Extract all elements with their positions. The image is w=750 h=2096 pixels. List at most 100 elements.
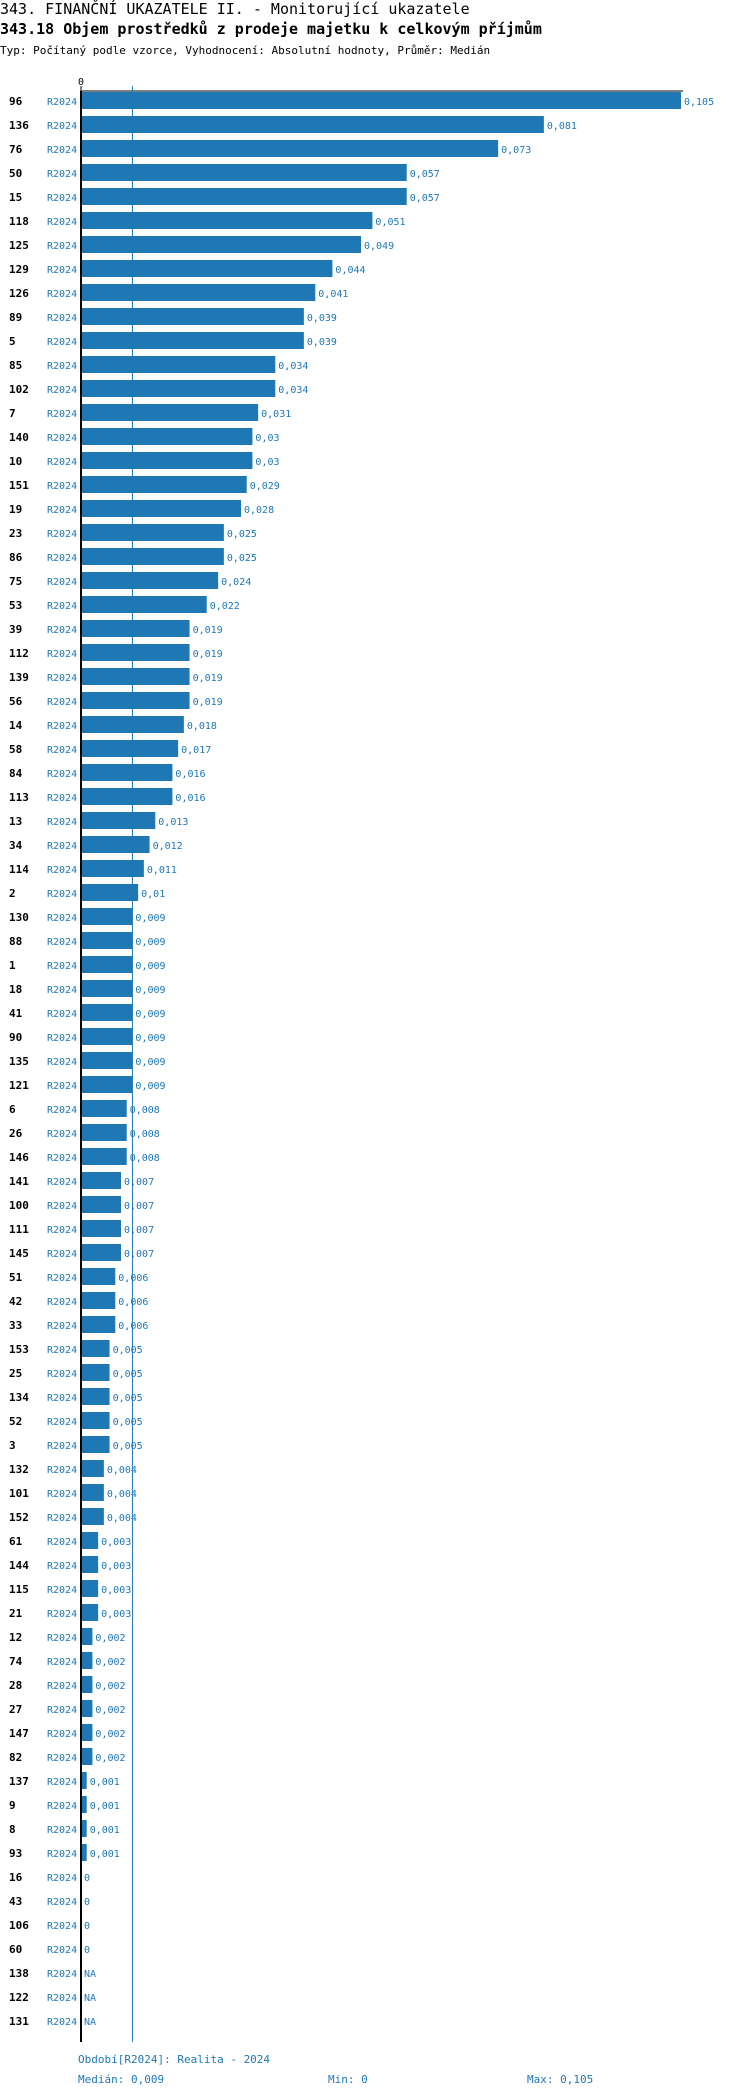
series-label: R2024 — [47, 985, 77, 996]
bar — [81, 1196, 121, 1213]
bar — [81, 860, 144, 877]
bar — [81, 836, 150, 853]
bar — [81, 1532, 99, 1549]
series-label: R2024 — [47, 1537, 77, 1548]
bar-value-label: 0,002 — [95, 1705, 125, 1716]
bar — [81, 1100, 127, 1117]
series-label: R2024 — [47, 649, 77, 660]
bar — [81, 188, 407, 205]
row-id-label: 56 — [9, 695, 23, 708]
series-label: R2024 — [47, 217, 77, 228]
series-label: R2024 — [47, 1273, 77, 1284]
bar-value-label: 0,005 — [113, 1417, 143, 1428]
bar-value-label: 0,039 — [307, 313, 337, 324]
series-label: R2024 — [47, 97, 77, 108]
bar — [81, 1748, 93, 1765]
series-label: R2024 — [47, 601, 77, 612]
series-label: R2024 — [47, 721, 77, 732]
series-label: R2024 — [47, 1105, 77, 1116]
bar — [81, 1676, 93, 1693]
bar — [81, 404, 259, 421]
row-id-label: 96 — [9, 95, 23, 108]
series-label: R2024 — [47, 1897, 77, 1908]
series-label: R2024 — [47, 1513, 77, 1524]
series-label: R2024 — [47, 1393, 77, 1404]
row-id-label: 75 — [9, 575, 22, 588]
row-id-label: 14 — [9, 719, 23, 732]
bar-value-label: 0,006 — [118, 1297, 148, 1308]
row-id-label: 121 — [9, 1079, 29, 1092]
bar — [81, 932, 133, 949]
bar-value-label: 0,002 — [95, 1681, 125, 1692]
row-id-label: 146 — [9, 1151, 29, 1164]
bar-value-label: 0,007 — [124, 1249, 154, 1260]
series-label: R2024 — [47, 313, 77, 324]
row-id-label: 53 — [9, 599, 22, 612]
series-label: R2024 — [47, 1129, 77, 1140]
row-id-label: 86 — [9, 551, 23, 564]
bar-value-label: 0 — [84, 1897, 90, 1908]
bar-value-label: 0,025 — [227, 529, 257, 540]
bar — [81, 1460, 104, 1477]
bar — [81, 524, 224, 541]
row-id-label: 136 — [9, 119, 29, 132]
bar-value-label: 0,001 — [90, 1825, 120, 1836]
series-label: R2024 — [47, 1297, 77, 1308]
bar — [81, 1652, 93, 1669]
bar-value-label: NA — [84, 1993, 96, 2004]
row-id-label: 139 — [9, 671, 29, 684]
bar — [81, 428, 253, 445]
footer-max: Max: 0,105 — [527, 2073, 594, 2086]
series-label: R2024 — [47, 1825, 77, 1836]
row-id-label: 93 — [9, 1847, 22, 1860]
bar-value-label: 0,001 — [90, 1849, 120, 1860]
bar-value-label: 0,03 — [255, 457, 279, 468]
row-id-label: 23 — [9, 527, 22, 540]
series-label: R2024 — [47, 1489, 77, 1500]
bar — [81, 692, 190, 709]
row-id-label: 26 — [9, 1127, 23, 1140]
x-tick-label: 0 — [78, 77, 84, 88]
row-id-label: 85 — [9, 359, 22, 372]
bar — [81, 1316, 116, 1333]
bar-value-label: 0,002 — [95, 1729, 125, 1740]
series-label: R2024 — [47, 481, 77, 492]
bar-value-label: NA — [84, 2017, 96, 2028]
row-id-label: 19 — [9, 503, 22, 516]
series-label: R2024 — [47, 1177, 77, 1188]
bar — [81, 380, 276, 397]
bar — [81, 1172, 121, 1189]
series-label: R2024 — [47, 913, 77, 924]
bar — [81, 212, 373, 229]
bar — [81, 1388, 110, 1405]
bar-value-label: 0,105 — [684, 97, 714, 108]
row-id-label: 50 — [9, 167, 22, 180]
series-label: R2024 — [47, 457, 77, 468]
bar-value-label: 0,002 — [95, 1753, 125, 1764]
row-id-label: 152 — [9, 1511, 29, 1524]
series-label: R2024 — [47, 1921, 77, 1932]
series-label: R2024 — [47, 1081, 77, 1092]
bar-value-label: 0,016 — [175, 793, 205, 804]
bar — [81, 740, 179, 757]
series-label: R2024 — [47, 1969, 77, 1980]
bar — [81, 92, 681, 109]
bar — [81, 500, 241, 517]
bar-value-label: 0,051 — [375, 217, 405, 228]
series-label: R2024 — [47, 1057, 77, 1068]
bar-value-label: 0,057 — [410, 193, 440, 204]
bar-value-label: 0,004 — [107, 1465, 137, 1476]
row-id-label: 147 — [9, 1727, 29, 1740]
chart-description: Typ: Počítaný podle vzorce, Vyhodnocení:… — [0, 44, 491, 57]
series-label: R2024 — [47, 1849, 77, 1860]
bar-value-label: 0,019 — [193, 697, 223, 708]
row-id-label: 141 — [9, 1175, 29, 1188]
bar-value-label: 0,002 — [95, 1633, 125, 1644]
bar-value-label: 0,019 — [193, 649, 223, 660]
bar — [81, 1292, 116, 1309]
series-label: R2024 — [47, 553, 77, 564]
bar-value-label: 0,073 — [501, 145, 531, 156]
series-label: R2024 — [47, 1609, 77, 1620]
bar — [81, 596, 207, 613]
bar-value-label: 0,01 — [141, 889, 165, 900]
